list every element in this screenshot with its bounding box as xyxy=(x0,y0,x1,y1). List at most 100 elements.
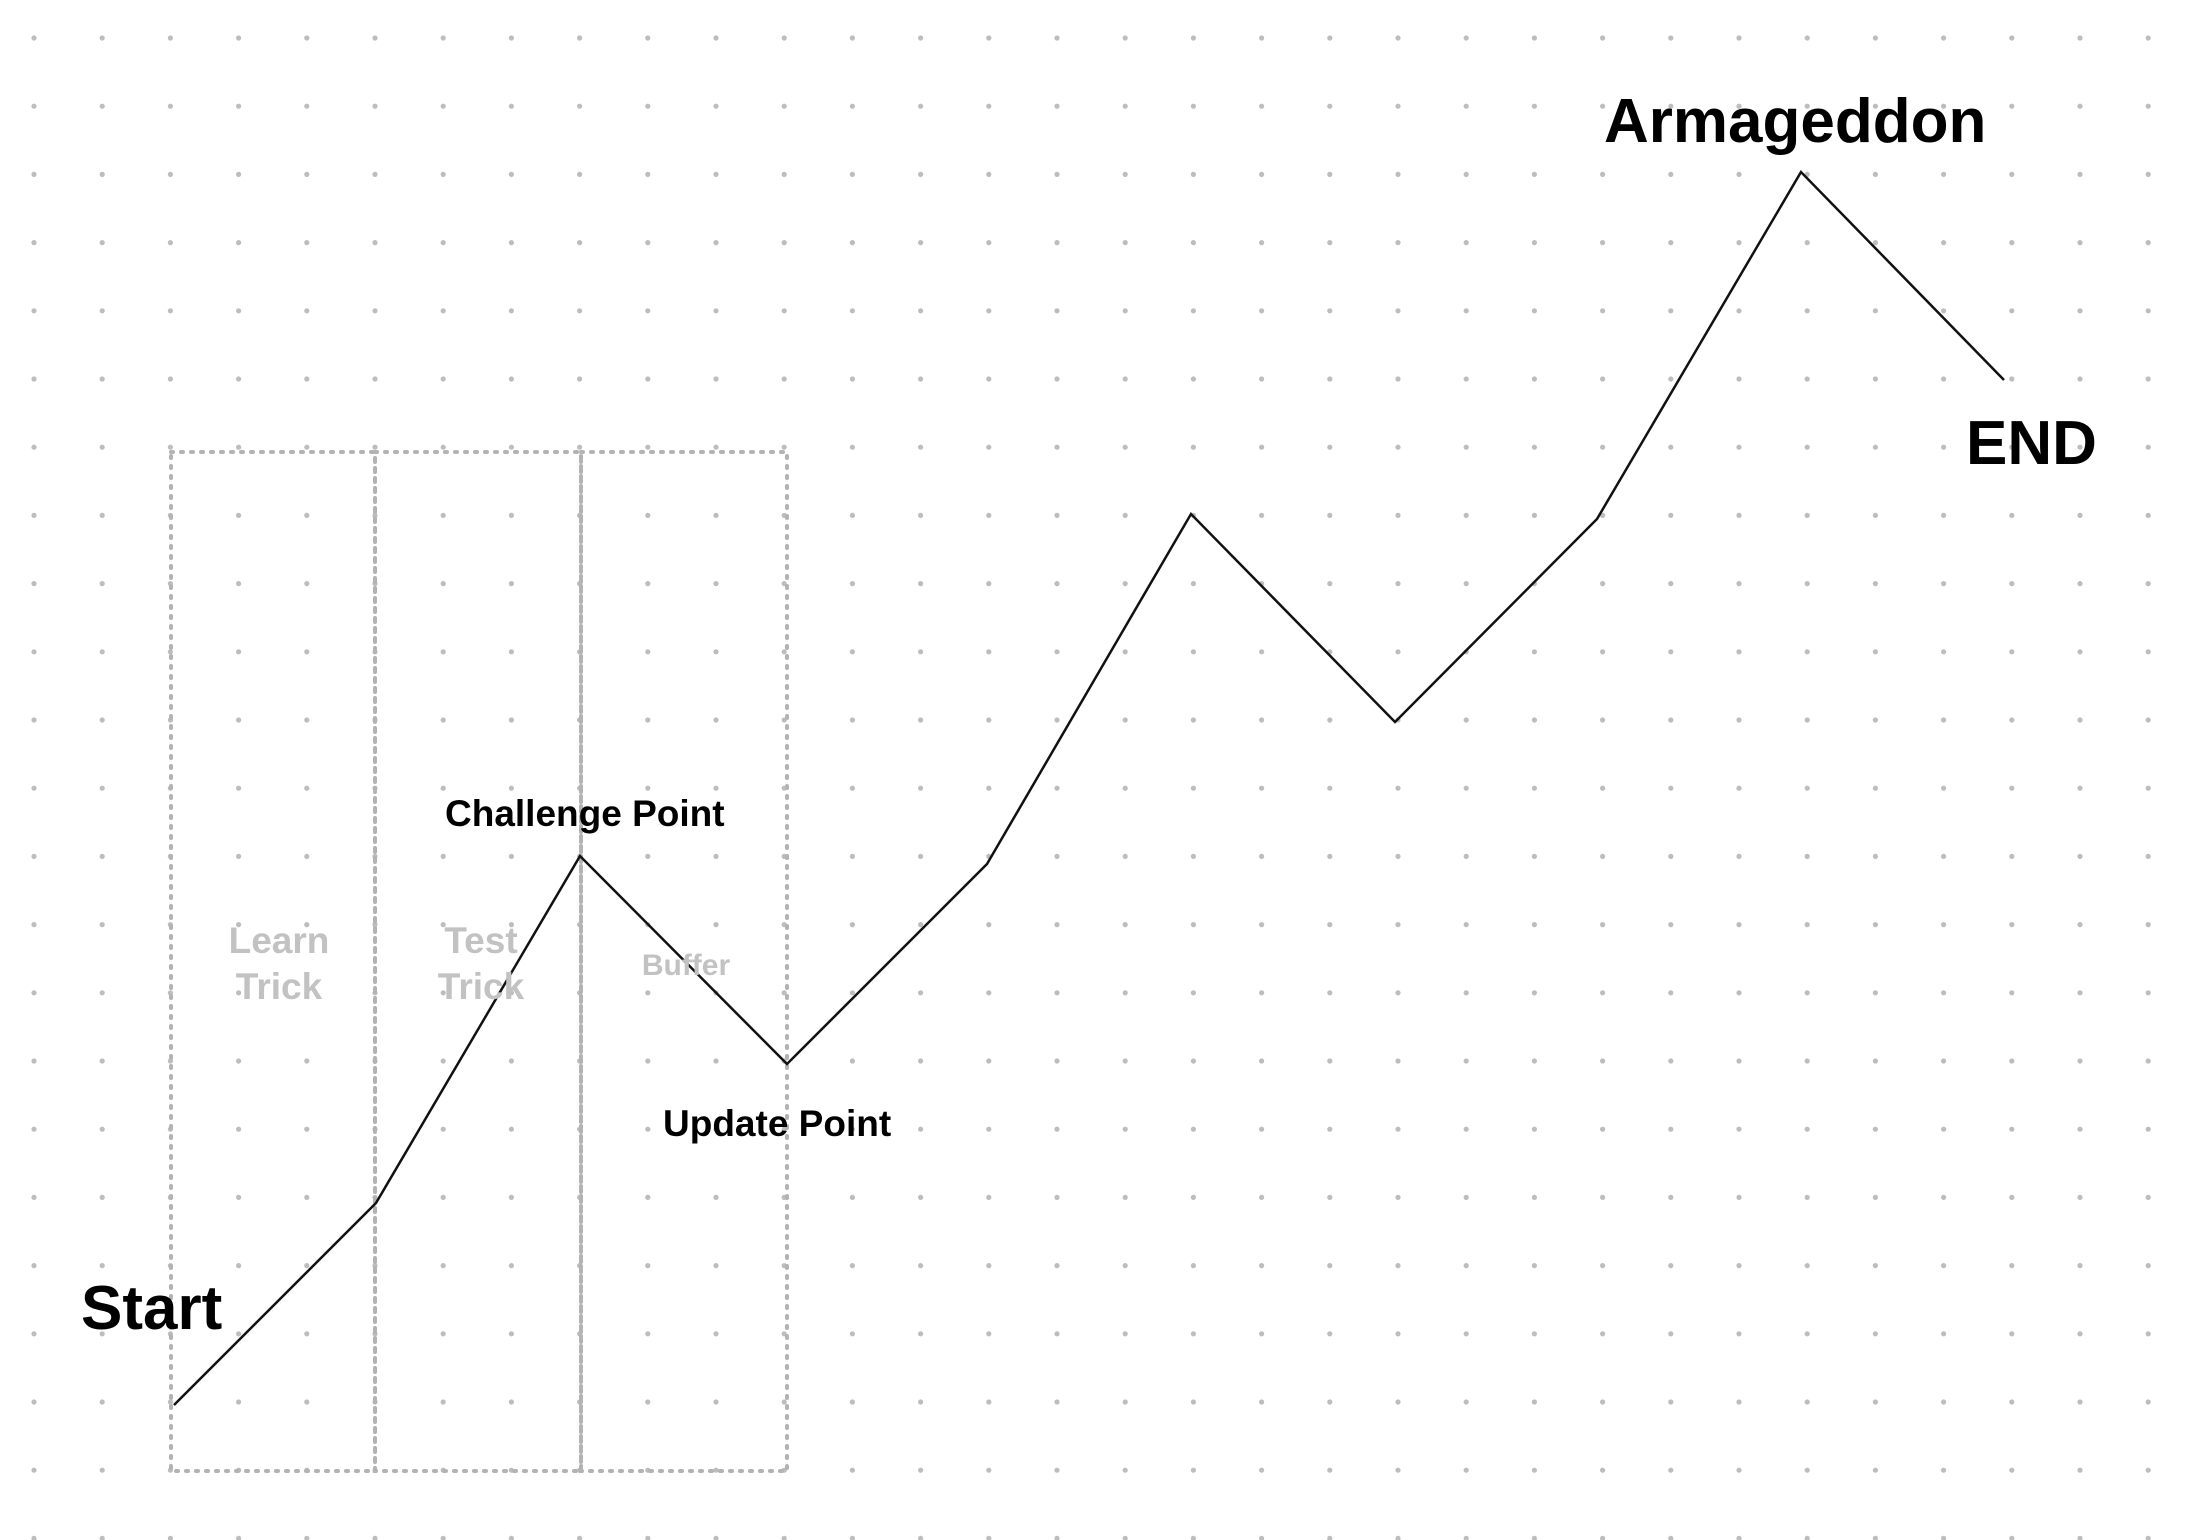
grid-dot xyxy=(1736,512,1742,519)
grid-dot xyxy=(304,649,310,655)
grid-dot xyxy=(1122,103,1128,109)
grid-dot xyxy=(918,581,924,587)
grid-dot xyxy=(99,1126,105,1132)
grid-dot xyxy=(236,1399,242,1405)
grid-dot xyxy=(577,35,583,41)
grid-dot xyxy=(1122,581,1128,587)
grid-dot xyxy=(2009,717,2015,723)
grid-dot xyxy=(31,581,37,587)
grid-dot xyxy=(1122,1467,1128,1473)
grid-dot xyxy=(508,853,514,860)
grid-dot xyxy=(2077,376,2083,382)
grid-dot xyxy=(2145,1058,2151,1064)
grid-dot xyxy=(236,649,242,655)
grid-dot xyxy=(1395,1399,1401,1405)
grid-dot xyxy=(1395,1058,1401,1064)
grid-dot xyxy=(1872,1126,1878,1132)
grid-dot xyxy=(1872,581,1878,587)
grid-dot xyxy=(2009,376,2015,382)
grid-dot xyxy=(1668,1535,1674,1540)
grid-dot xyxy=(1190,1399,1196,1405)
grid-dot xyxy=(1668,1058,1674,1064)
grid-dot xyxy=(849,581,856,587)
grid-dot xyxy=(1259,512,1265,519)
grid-dot xyxy=(1395,512,1401,519)
grid-dot xyxy=(918,1126,924,1132)
grid-dot xyxy=(1668,922,1674,928)
grid-dot xyxy=(236,1331,242,1337)
grid-dot xyxy=(508,171,514,177)
grid-dot xyxy=(1804,1467,1810,1473)
grid-dot xyxy=(440,853,446,860)
grid-dot xyxy=(986,444,992,450)
grid-dot xyxy=(236,1194,242,1200)
grid-dot xyxy=(1259,1467,1265,1473)
grid-dot xyxy=(1327,1058,1333,1064)
grid-dot xyxy=(236,922,242,928)
grid-dot xyxy=(1668,717,1674,723)
grid-dot xyxy=(31,444,37,450)
grid-dot xyxy=(1804,922,1810,928)
grid-dot xyxy=(99,649,105,655)
grid-dot xyxy=(918,1331,924,1337)
grid-dot xyxy=(1941,308,1947,314)
grid-dot xyxy=(2145,444,2151,450)
grid-dot xyxy=(31,922,37,928)
grid-dot xyxy=(1941,171,1947,177)
grid-dot xyxy=(1122,35,1128,41)
grid-dot xyxy=(1327,922,1333,928)
grid-dot xyxy=(167,103,173,109)
grid-dot xyxy=(2009,35,2015,41)
grid-dot xyxy=(236,1058,242,1064)
grid-dot xyxy=(1736,240,1742,246)
grid-dot xyxy=(31,1058,37,1064)
grid-dot xyxy=(1395,444,1401,450)
grid-dot xyxy=(849,444,856,450)
grid-dot xyxy=(1054,990,1060,996)
grid-dot xyxy=(236,717,242,723)
grid-dot xyxy=(372,1535,378,1540)
grid-dot xyxy=(1531,444,1537,450)
grid-dot xyxy=(781,649,787,655)
grid-dot xyxy=(1804,1535,1810,1540)
grid-dot xyxy=(1941,581,1947,587)
grid-dot xyxy=(508,1331,514,1337)
grid-dot xyxy=(1804,649,1810,655)
grid-dot xyxy=(1600,308,1606,314)
grid-dot xyxy=(1600,103,1606,109)
grid-dot xyxy=(2009,853,2015,860)
grid-dot xyxy=(1872,35,1878,41)
grid-dot xyxy=(918,717,924,723)
grid-dot xyxy=(986,649,992,655)
grid-dot xyxy=(167,649,173,655)
grid-dot xyxy=(1327,1331,1333,1337)
grid-dot xyxy=(1941,240,1947,246)
grid-dot xyxy=(918,35,924,41)
grid-dot xyxy=(1531,240,1537,246)
grid-dot xyxy=(1872,512,1878,519)
grid-dot xyxy=(918,308,924,314)
grid-dot xyxy=(1122,1331,1128,1337)
grid-dot xyxy=(1736,649,1742,655)
grid-dot xyxy=(1668,240,1674,246)
grid-dot xyxy=(986,103,992,109)
grid-dot xyxy=(781,1399,787,1405)
grid-dot xyxy=(713,649,719,655)
grid-dot xyxy=(236,1126,242,1132)
grid-dot xyxy=(2145,1331,2151,1337)
grid-dot xyxy=(1054,785,1060,791)
grid-dot xyxy=(1259,444,1265,450)
grid-dot xyxy=(1804,512,1810,519)
grid-dot xyxy=(31,1331,37,1337)
grid-dot xyxy=(1668,1331,1674,1337)
grid-dot xyxy=(1804,990,1810,996)
grid-dot xyxy=(918,512,924,519)
grid-dot xyxy=(1736,171,1742,177)
grid-dot xyxy=(1463,103,1469,109)
grid-dot xyxy=(986,308,992,314)
grid-dot xyxy=(918,376,924,382)
grid-dot xyxy=(167,376,173,382)
grid-dot xyxy=(1872,444,1878,450)
grid-dot xyxy=(2009,922,2015,928)
grid-dot xyxy=(2077,308,2083,314)
